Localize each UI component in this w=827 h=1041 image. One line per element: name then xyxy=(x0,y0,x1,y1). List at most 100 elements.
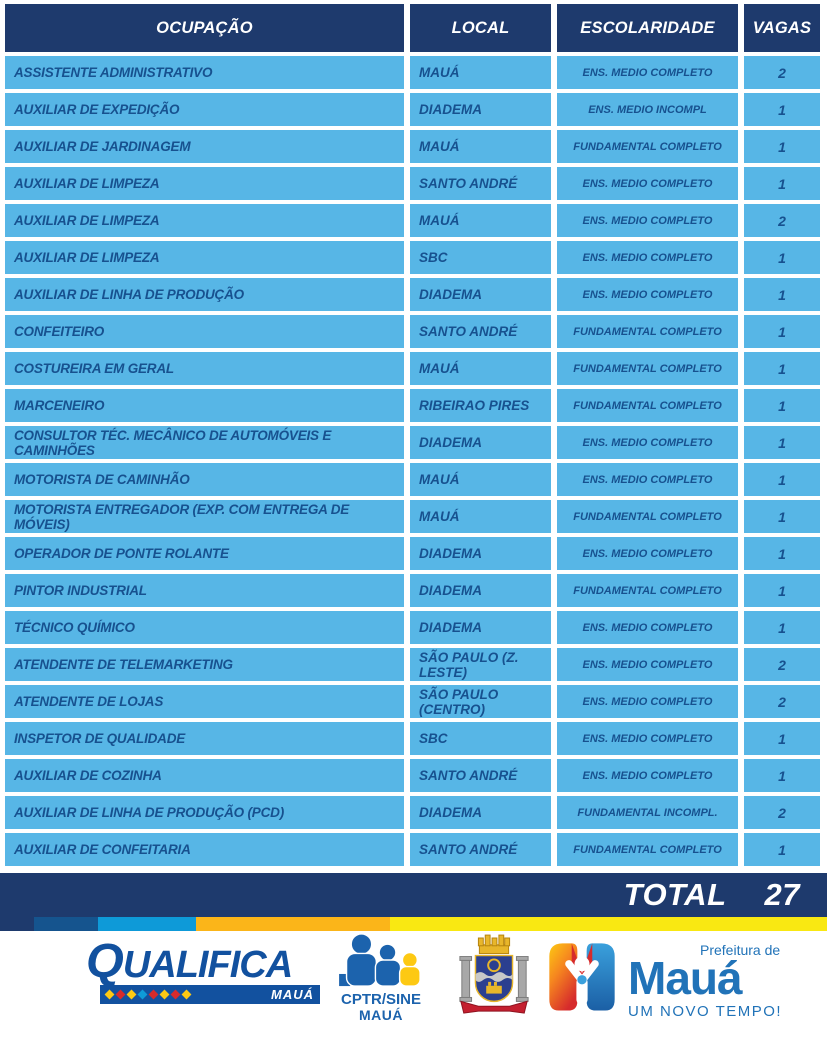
vacancy-table: OCUPAÇÃO LOCAL ESCOLARIDADE VAGAS ASSIST… xyxy=(5,4,822,866)
cell-vagas: 1 xyxy=(744,315,820,348)
header-ocupacao: OCUPAÇÃO xyxy=(5,4,404,52)
cell-local: RIBEIRAO PIRES xyxy=(410,389,551,422)
maua-coat-of-arms-icon xyxy=(455,933,533,1026)
stripe-cyan-segment xyxy=(98,917,196,931)
cell-local: SBC xyxy=(410,722,551,755)
cell-vagas: 1 xyxy=(744,389,820,422)
cell-local: DIADEMA xyxy=(410,796,551,829)
cell-ocupacao: TÉCNICO QUÍMICO xyxy=(5,611,404,644)
cell-vagas: 2 xyxy=(744,796,820,829)
cell-local: MAUÁ xyxy=(410,130,551,163)
cell-vagas: 1 xyxy=(744,167,820,200)
cell-local: MAUÁ xyxy=(410,352,551,385)
total-value: 27 xyxy=(764,877,800,912)
cell-local: DIADEMA xyxy=(410,611,551,644)
cell-local: SANTO ANDRÉ xyxy=(410,759,551,792)
cell-ocupacao: PINTOR INDUSTRIAL xyxy=(5,574,404,607)
cell-ocupacao: AUXILIAR DE CONFEITARIA xyxy=(5,833,404,866)
pattern-diamond-icon xyxy=(148,989,159,1000)
cell-escolaridade: ENS. MEDIO COMPLETO xyxy=(557,426,738,459)
cell-local: DIADEMA xyxy=(410,537,551,570)
cell-local: SANTO ANDRÉ xyxy=(410,167,551,200)
cell-escolaridade: FUNDAMENTAL COMPLETO xyxy=(557,833,738,866)
cell-escolaridade: ENS. MEDIO COMPLETO xyxy=(557,648,738,681)
cell-vagas: 1 xyxy=(744,130,820,163)
cell-local: DIADEMA xyxy=(410,93,551,126)
cell-local: MAUÁ xyxy=(410,500,551,533)
cell-vagas: 1 xyxy=(744,759,820,792)
pattern-diamond-icon xyxy=(126,989,137,1000)
cell-local: SBC xyxy=(410,241,551,274)
cell-ocupacao: CONSULTOR TÉC. MECÂNICO DE AUTOMÓVEIS E … xyxy=(5,426,404,459)
pattern-diamond-icon xyxy=(104,989,115,1000)
total-bar: TOTAL 27 xyxy=(0,873,827,917)
cell-ocupacao: ASSISTENTE ADMINISTRATIVO xyxy=(5,56,404,89)
cell-local: MAUÁ xyxy=(410,463,551,496)
cptr-people-icon xyxy=(339,933,421,987)
header-vagas: VAGAS xyxy=(744,4,820,52)
cell-local: SANTO ANDRÉ xyxy=(410,833,551,866)
cell-escolaridade: FUNDAMENTAL COMPLETO xyxy=(557,389,738,422)
cell-vagas: 2 xyxy=(744,648,820,681)
cell-vagas: 1 xyxy=(744,278,820,311)
prefeitura-maua-logo: Prefeitura de Mauá UM NOVO TEMPO! xyxy=(540,935,827,1020)
cell-ocupacao: AUXILIAR DE JARDINAGEM xyxy=(5,130,404,163)
pattern-diamond-icon xyxy=(181,989,192,1000)
cell-escolaridade: ENS. MEDIO INCOMPL xyxy=(557,93,738,126)
cell-ocupacao: AUXILIAR DE LIMPEZA xyxy=(5,204,404,237)
cell-ocupacao: MOTORISTA ENTREGADOR (EXP. COM ENTREGA D… xyxy=(5,500,404,533)
cell-ocupacao: AUXILIAR DE EXPEDIÇÃO xyxy=(5,93,404,126)
stripe-orange-segment xyxy=(196,917,390,931)
cell-local: DIADEMA xyxy=(410,278,551,311)
maua-wordmark: Mauá xyxy=(628,952,743,1004)
pattern-diamond-icon xyxy=(115,989,126,1000)
cell-local: DIADEMA xyxy=(410,426,551,459)
cell-vagas: 1 xyxy=(744,500,820,533)
qualifica-subtitle: MAUÁ xyxy=(271,986,314,1002)
cptr-sine-label: CPTR/SINE xyxy=(340,991,421,1008)
pattern-diamond-icon xyxy=(137,989,148,1000)
cell-ocupacao: COSTUREIRA EM GERAL xyxy=(5,352,404,385)
qualifica-maua-logo: QUALIFICA MAUÁ xyxy=(86,934,320,1004)
decorative-color-stripe xyxy=(0,917,827,931)
cell-ocupacao: MOTORISTA DE CAMINHÃO xyxy=(5,463,404,496)
cell-escolaridade: FUNDAMENTAL COMPLETO xyxy=(557,500,738,533)
qualifica-wordmark: QUALIFICA xyxy=(86,934,293,988)
vacancy-table-section: OCUPAÇÃO LOCAL ESCOLARIDADE VAGAS ASSIST… xyxy=(5,4,822,866)
cell-escolaridade: ENS. MEDIO COMPLETO xyxy=(557,611,738,644)
cell-vagas: 1 xyxy=(744,833,820,866)
footer-logos: QUALIFICA MAUÁ CPTR/SINE MAUÁ xyxy=(0,931,827,1041)
total-label: TOTAL xyxy=(623,877,727,912)
cell-vagas: 1 xyxy=(744,611,820,644)
cell-local: MAUÁ xyxy=(410,204,551,237)
maua-m-icon xyxy=(549,943,615,1011)
cell-local: SÃO PAULO (CENTRO) xyxy=(410,685,551,718)
cell-escolaridade: FUNDAMENTAL COMPLETO xyxy=(557,315,738,348)
stripe-yellow-segment xyxy=(390,917,827,931)
cell-vagas: 1 xyxy=(744,93,820,126)
cell-escolaridade: ENS. MEDIO COMPLETO xyxy=(557,463,738,496)
cell-vagas: 1 xyxy=(744,352,820,385)
stripe-blue-segment xyxy=(34,917,98,931)
cell-escolaridade: ENS. MEDIO COMPLETO xyxy=(557,759,738,792)
cell-escolaridade: FUNDAMENTAL COMPLETO xyxy=(557,130,738,163)
cell-local: MAUÁ xyxy=(410,56,551,89)
cell-vagas: 1 xyxy=(744,722,820,755)
cell-escolaridade: ENS. MEDIO COMPLETO xyxy=(557,241,738,274)
prefeitura-de-label: Prefeitura de xyxy=(700,942,781,958)
cell-ocupacao: AUXILIAR DE LINHA DE PRODUÇÃO xyxy=(5,278,404,311)
cell-vagas: 1 xyxy=(744,426,820,459)
header-local: LOCAL xyxy=(410,4,551,52)
cptr-sine-logo: CPTR/SINE MAUÁ xyxy=(330,933,432,1022)
cell-escolaridade: ENS. MEDIO COMPLETO xyxy=(557,685,738,718)
cell-local: SÃO PAULO (Z. LESTE) xyxy=(410,648,551,681)
cell-escolaridade: FUNDAMENTAL COMPLETO xyxy=(557,574,738,607)
cell-escolaridade: ENS. MEDIO COMPLETO xyxy=(557,167,738,200)
cell-ocupacao: ATENDENTE DE TELEMARKETING xyxy=(5,648,404,681)
cell-vagas: 1 xyxy=(744,463,820,496)
cell-escolaridade: ENS. MEDIO COMPLETO xyxy=(557,722,738,755)
pattern-diamond-icon xyxy=(159,989,170,1000)
cell-ocupacao: CONFEITEIRO xyxy=(5,315,404,348)
cell-local: SANTO ANDRÉ xyxy=(410,315,551,348)
cell-ocupacao: MARCENEIRO xyxy=(5,389,404,422)
